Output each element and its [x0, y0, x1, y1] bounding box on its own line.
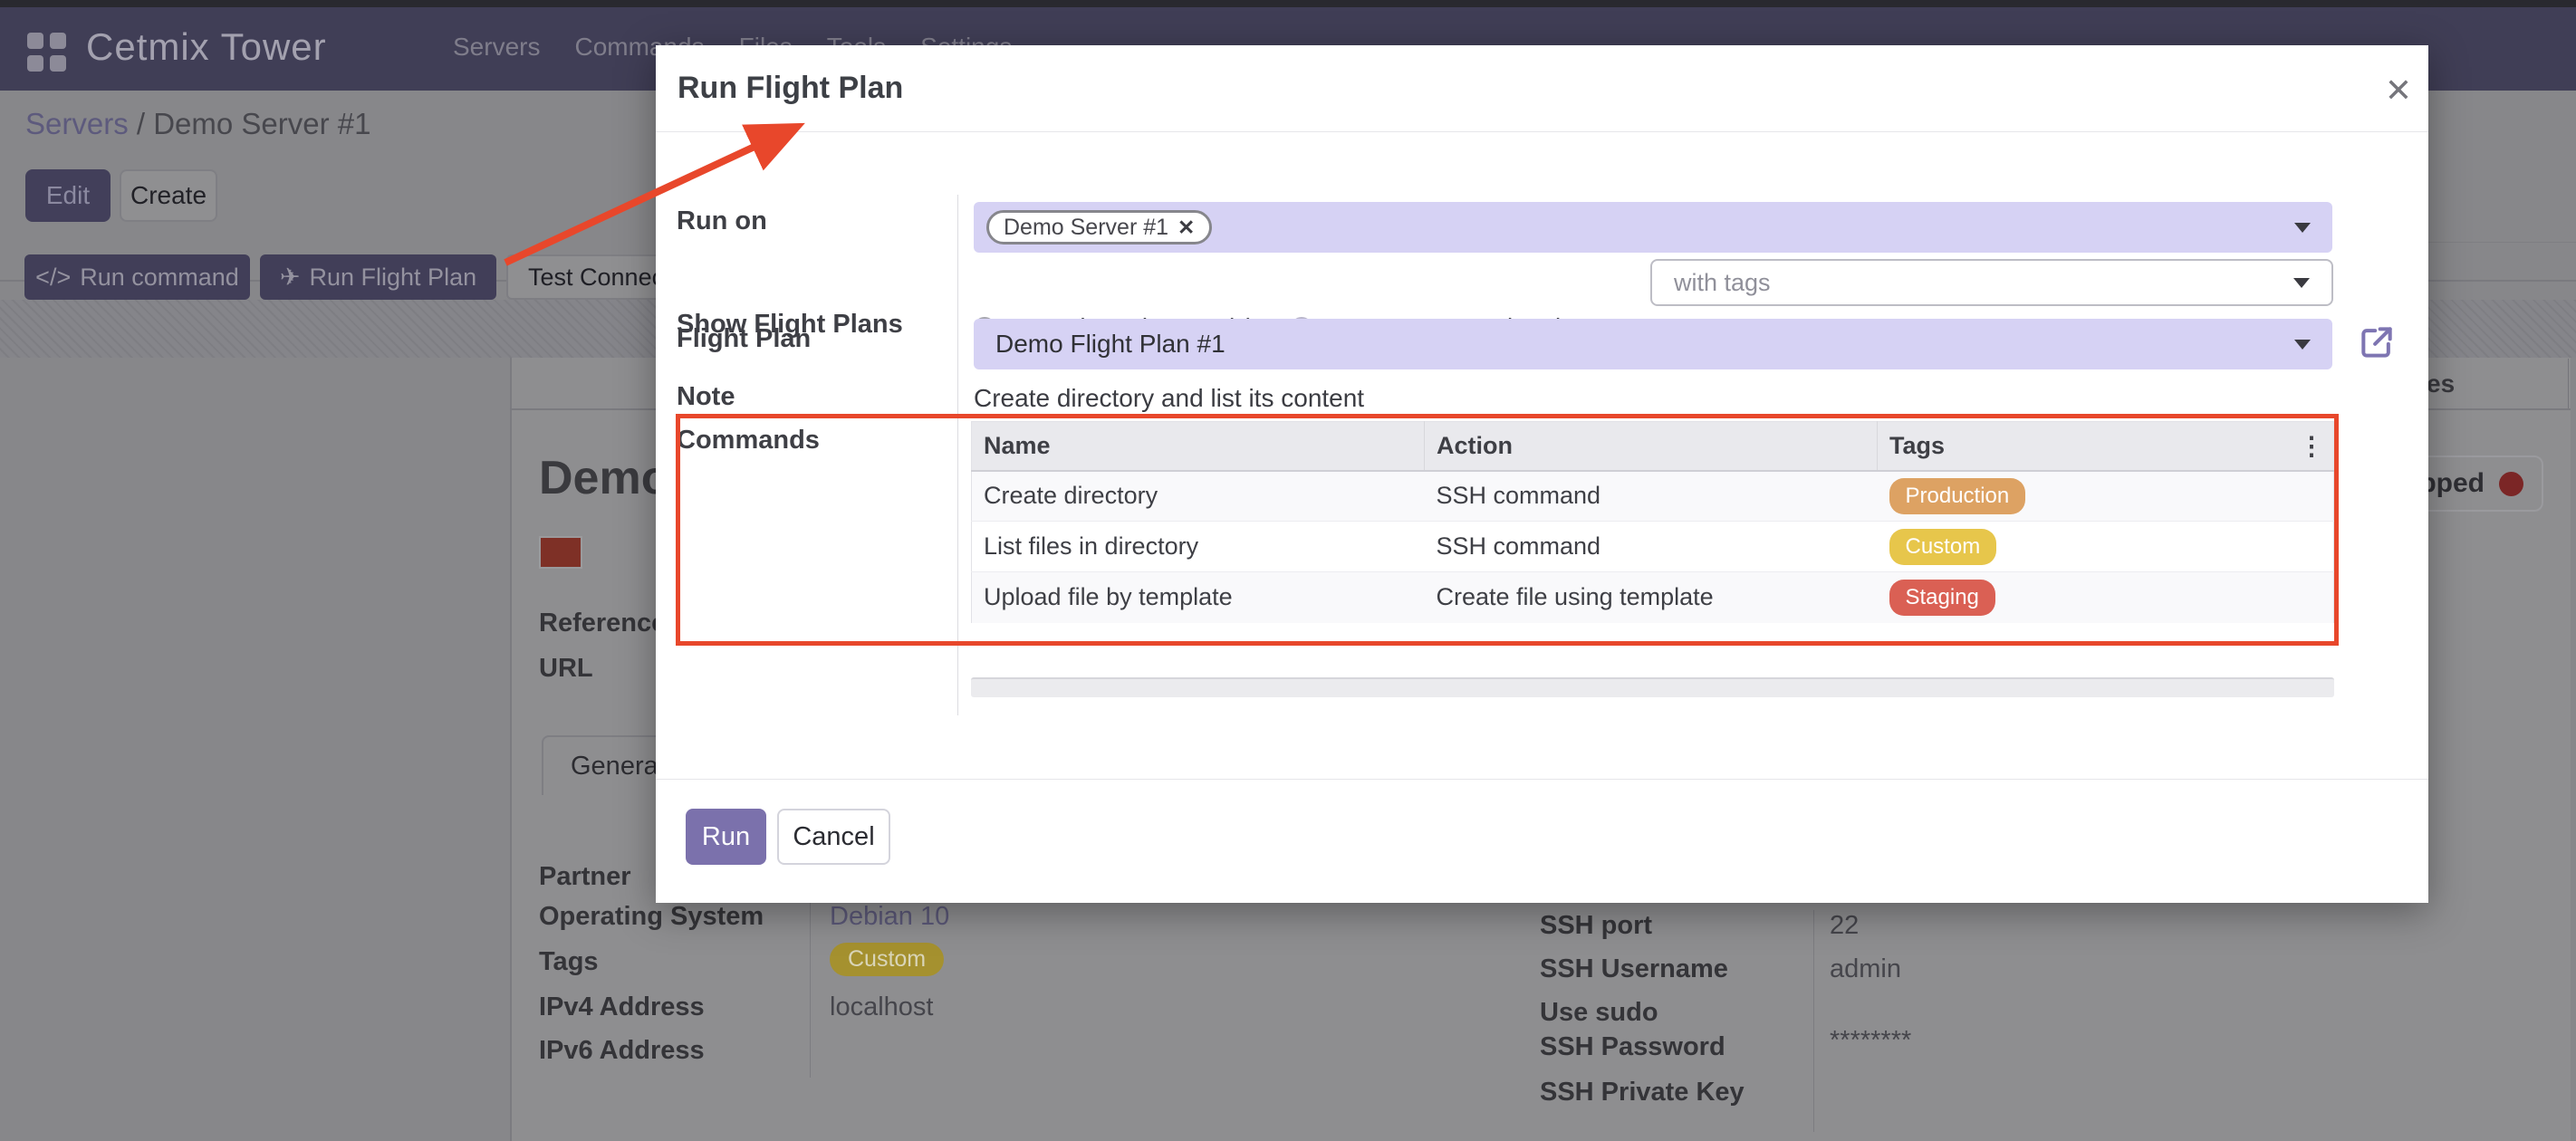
column-header-name[interactable]: Name [971, 421, 1425, 472]
url-label: URL [539, 654, 593, 683]
ssh-username-value: admin [1830, 954, 1901, 983]
table-row[interactable]: Create directory SSH command Production [971, 470, 2334, 522]
tag-badge-custom-dimmed-label: Custom [830, 943, 945, 976]
with-tags-select[interactable]: with tags [1650, 259, 2333, 306]
code-icon: </> [35, 263, 72, 291]
breadcrumb-current: Demo Server #1 [153, 107, 371, 140]
breadcrumb: Servers / Demo Server #1 [25, 107, 370, 141]
cell-name: Create directory [971, 470, 1425, 522]
cell-name: Upload file by template [971, 571, 1425, 623]
ipv4-value: localhost [830, 992, 934, 1021]
run-flight-plan-dialog: Run Flight Plan ✕ Run on Demo Server #1 … [656, 45, 2428, 903]
note-value: Create directory and list its content [974, 384, 1365, 412]
commands-table-header-row: Name Action Tags ⋮ [971, 421, 2334, 472]
cell-tags: Custom [1877, 521, 2334, 572]
show-flight-plans-label: Show Flight Plans [677, 310, 903, 339]
commands-table: Name Action Tags ⋮ Create directory SSH … [971, 421, 2334, 623]
server-title: Demo [539, 452, 670, 504]
table-row[interactable]: List files in directory SSH command Cust… [971, 521, 2334, 572]
tab-general-label: General [571, 751, 665, 781]
column-header-tags[interactable]: Tags ⋮ [1877, 421, 2334, 472]
flight-plan-field[interactable]: Demo Flight Plan #1 [974, 319, 2332, 369]
run-button[interactable]: Run [686, 809, 766, 865]
cell-name: List files in directory [971, 521, 1425, 572]
commands-label: Commands [677, 426, 820, 455]
dialog-label-divider [957, 195, 958, 715]
ssh-port-value: 22 [1830, 911, 1860, 940]
tag-badge-custom: Custom [1889, 528, 1997, 565]
run-command-button[interactable]: </> Run command [24, 254, 250, 300]
cell-action: SSH command [1424, 521, 1878, 572]
table-scrollbar-track[interactable] [971, 677, 2334, 697]
remove-tag-icon[interactable]: ✕ [1177, 215, 1196, 239]
partner-label: Partner [539, 862, 631, 891]
cell-action: SSH command [1424, 470, 1878, 522]
left-column-divider [810, 896, 811, 1078]
dropdown-caret-icon [2293, 278, 2310, 288]
run-on-tag-label: Demo Server #1 [1004, 214, 1169, 240]
plane-icon: ✈ [279, 263, 301, 291]
ssh-private-key-label: SSH Private Key [1540, 1078, 1745, 1107]
note-label: Note [677, 382, 735, 411]
external-link-icon[interactable] [2357, 322, 2397, 362]
with-tags-value: with tags [1674, 268, 1771, 296]
ipv4-label: IPv4 Address [539, 992, 705, 1021]
cancel-button[interactable]: Cancel [777, 809, 890, 865]
ssh-password-value: ******** [1830, 1026, 1912, 1055]
dropdown-caret-icon[interactable] [2294, 223, 2311, 233]
optional-columns-icon[interactable]: ⋮ [2299, 432, 2324, 460]
background-divider-right [2428, 242, 2576, 243]
os-top-strip [0, 0, 2576, 7]
cell-action: Create file using template [1424, 571, 1878, 623]
annotation-rectangle [676, 414, 2339, 646]
run-command-label: Run command [80, 263, 239, 291]
ssh-username-label: SSH Username [1540, 954, 1728, 983]
tags-label: Tags [539, 947, 599, 976]
status-label: pped [2419, 468, 2485, 498]
ssh-password-label: SSH Password [1540, 1032, 1725, 1061]
dropdown-caret-icon [2294, 340, 2311, 350]
cell-tags: Staging [1877, 571, 2334, 623]
close-icon[interactable]: ✕ [2384, 72, 2413, 109]
ipv6-label: IPv6 Address [539, 1036, 705, 1065]
edit-button[interactable]: Edit [25, 169, 111, 222]
operating-system-label: Operating System [539, 902, 764, 931]
flight-plan-value: Demo Flight Plan #1 [995, 330, 1226, 358]
operating-system-value: Debian 10 [830, 902, 950, 931]
create-button[interactable]: Create [120, 169, 217, 222]
tag-badge-custom-dimmed: Custom [830, 943, 945, 976]
dialog-footer-divider [656, 779, 2428, 780]
tag-badge-staging: Staging [1889, 579, 1995, 616]
apps-grid-icon[interactable] [27, 33, 67, 72]
cell-tags: Production [1877, 470, 2334, 522]
right-column-divider [1813, 910, 1814, 1132]
dialog-title: Run Flight Plan [678, 71, 904, 105]
ssh-port-label: SSH port [1540, 911, 1653, 940]
reference-label: Reference [539, 609, 667, 638]
use-sudo-label: Use sudo [1540, 998, 1658, 1027]
flight-plan-label: Flight Plan [677, 324, 812, 353]
tag-badge-production: Production [1889, 477, 2026, 514]
run-flight-plan-label: Run Flight Plan [309, 263, 477, 291]
brand-title[interactable]: Cetmix Tower [86, 25, 327, 68]
nav-item-servers[interactable]: Servers [453, 33, 541, 61]
run-flight-plan-button[interactable]: ✈ Run Flight Plan [260, 254, 496, 300]
test-connection-label: Test Connec [528, 263, 665, 291]
column-header-action[interactable]: Action [1424, 421, 1878, 472]
run-on-label: Run on [677, 206, 767, 235]
dialog-header-divider [656, 131, 2428, 132]
run-on-tag-pill: Demo Server #1 ✕ [986, 210, 1213, 244]
run-on-field[interactable]: Demo Server #1 ✕ [974, 202, 2332, 253]
stat-button-partial: es [2420, 359, 2569, 408]
table-row[interactable]: Upload file by template Create file usin… [971, 571, 2334, 623]
server-color-swatch [539, 536, 582, 569]
breadcrumb-separator: / [136, 107, 146, 140]
status-stopped-dot [2499, 471, 2523, 496]
breadcrumb-servers-link[interactable]: Servers [25, 107, 129, 140]
